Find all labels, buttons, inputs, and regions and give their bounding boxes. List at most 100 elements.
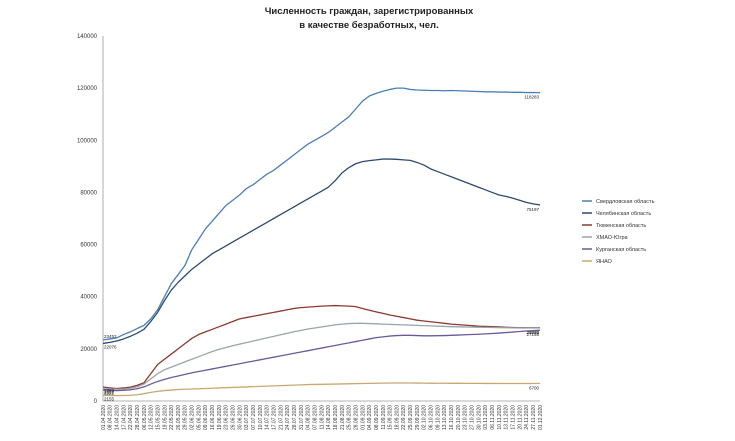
x-tick-label: 06.11.2020 [490, 405, 496, 430]
y-tick-label: 40000 [80, 295, 97, 301]
legend-label: Челябинская область [596, 211, 651, 217]
x-tick-label: 13.10.2020 [442, 405, 448, 430]
x-tick-label: 10.07.2020 [258, 405, 264, 430]
x-tick-label: 20.10.2020 [456, 405, 462, 430]
data-labels: 23453 118283 22076 75197 5366 28070 4657 27988 4… [104, 95, 539, 402]
x-tick-label: 15.05.2020 [155, 405, 161, 430]
x-tick-label: 22.09.2020 [401, 405, 407, 430]
series-start-label: 4657 [104, 390, 115, 395]
x-tick-label: 04.09.2020 [367, 405, 373, 430]
series-line [102, 322, 541, 390]
x-tick-label: 06.05.2020 [142, 405, 148, 430]
x-tick-label: 07.08.2020 [312, 405, 318, 430]
x-tick-label: 17.11.2020 [510, 405, 516, 430]
y-tick-label: 0 [94, 399, 98, 405]
x-tick-label: 12.05.2020 [149, 405, 155, 430]
series-line [102, 329, 541, 392]
series-line [102, 382, 540, 397]
x-tick-label: 19.05.2020 [162, 405, 168, 430]
series-line [102, 158, 541, 345]
legend-label: ХМАО-Югра [596, 235, 629, 241]
x-tick-label: 23.10.2020 [463, 405, 469, 430]
x-tick-label: 03.11.2020 [483, 405, 489, 430]
x-tick-label: 16.06.2020 [210, 405, 216, 430]
chart-title-line-1: Численность граждан, зарегистрированных [265, 6, 474, 17]
x-tick-label: 05.06.2020 [196, 405, 202, 430]
series-end-label: 6700 [529, 386, 540, 391]
x-tick-label: 27.11.2020 [531, 405, 537, 430]
x-tick-label: 18.09.2020 [394, 405, 400, 430]
x-tick-label: 01.12.2020 [538, 405, 544, 430]
series-start-label: 5366 [104, 388, 115, 393]
x-tick-label: 14.08.2020 [326, 405, 332, 430]
series-end-label: 27988 [526, 330, 539, 335]
x-tick-label: 21.08.2020 [340, 405, 346, 430]
x-tick-label: 10.11.2020 [497, 405, 503, 430]
series-start-label: 22076 [104, 344, 117, 349]
x-tick-label: 13.11.2020 [504, 405, 510, 430]
y-tick-label: 20000 [80, 347, 97, 353]
x-tick-label: 26.05.2020 [176, 405, 182, 430]
legend-label: Свердловская область [596, 199, 655, 205]
x-tick-label: 29.05.2020 [183, 405, 189, 430]
x-tick-label: 21.07.2020 [278, 405, 284, 430]
x-tick-label: 30.10.2020 [476, 405, 482, 430]
y-tick-label: 60000 [80, 243, 97, 249]
x-tick-label: 01.04.2020 [101, 405, 107, 430]
x-axis-ticks: 01.04.2020 08.04.2020 14.04.2020 17.04.2020… [101, 405, 544, 430]
x-tick-label: 08.04.2020 [108, 405, 114, 430]
x-tick-label: 30.06.2020 [237, 405, 243, 430]
axes [102, 36, 540, 402]
x-tick-label: 15.09.2020 [388, 405, 394, 430]
x-tick-label: 03.07.2020 [244, 405, 250, 430]
chart-title: Численность граждан, зарегистрированных … [265, 6, 474, 31]
x-tick-label: 28.07.2020 [292, 405, 298, 430]
x-tick-label: 28.08.2020 [353, 405, 359, 430]
series-end-label: 118283 [524, 95, 539, 100]
x-tick-label: 09.10.2020 [435, 405, 441, 430]
series-start-label: 2155 [104, 396, 115, 401]
series-end-label: 27158 [526, 332, 539, 337]
x-tick-label: 28.04.2020 [135, 405, 141, 430]
y-tick-label: 100000 [77, 138, 98, 144]
x-tick-label: 22.04.2020 [128, 405, 134, 430]
x-tick-label: 24.07.2020 [285, 405, 291, 430]
series-end-label: 28070 [526, 330, 539, 335]
legend-label: Тюменская область [596, 223, 646, 229]
x-tick-label: 14.04.2020 [114, 405, 120, 430]
legend: Свердловская область Челябинская область Т… [582, 199, 655, 265]
x-tick-label: 09.06.2020 [203, 405, 209, 430]
y-tick-label: 80000 [80, 190, 97, 196]
x-tick-label: 31.07.2020 [299, 405, 305, 430]
x-tick-label: 26.06.2020 [231, 405, 237, 430]
x-tick-label: 29.09.2020 [415, 405, 421, 430]
series-lines [102, 87, 541, 397]
x-tick-label: 11.09.2020 [381, 405, 387, 430]
x-tick-label: 04.08.2020 [306, 405, 312, 430]
x-tick-label: 02.10.2020 [422, 405, 428, 430]
x-tick-label: 16.10.2020 [449, 405, 455, 430]
x-tick-label: 27.10.2020 [470, 405, 476, 430]
series-line [102, 304, 541, 390]
series-line [102, 87, 541, 341]
legend-label: Курганская область [596, 247, 646, 253]
series-start-label: 4222 [104, 391, 115, 396]
x-tick-label: 20.11.2020 [517, 405, 523, 430]
x-tick-label: 14.07.2020 [265, 405, 271, 430]
y-axis-ticks: 0 20000 40000 60000 80000 100000 120000 140000 [77, 34, 98, 405]
x-tick-label: 19.06.2020 [217, 405, 223, 430]
x-tick-label: 07.07.2020 [251, 405, 257, 430]
chart-title-line-2: в качестве безработных, чел. [299, 20, 438, 31]
x-tick-label: 17.04.2020 [121, 405, 127, 430]
x-tick-label: 25.08.2020 [347, 405, 353, 430]
x-tick-label: 18.08.2020 [333, 405, 339, 430]
x-tick-label: 01.09.2020 [360, 405, 366, 430]
x-tick-label: 11.08.2020 [319, 405, 325, 430]
x-tick-label: 02.06.2020 [190, 405, 196, 430]
series-end-label: 75197 [526, 207, 539, 212]
y-tick-label: 120000 [77, 86, 98, 92]
x-tick-label: 08.09.2020 [374, 405, 380, 430]
x-tick-label: 22.05.2020 [169, 405, 175, 430]
series-start-label: 23453 [104, 334, 117, 339]
